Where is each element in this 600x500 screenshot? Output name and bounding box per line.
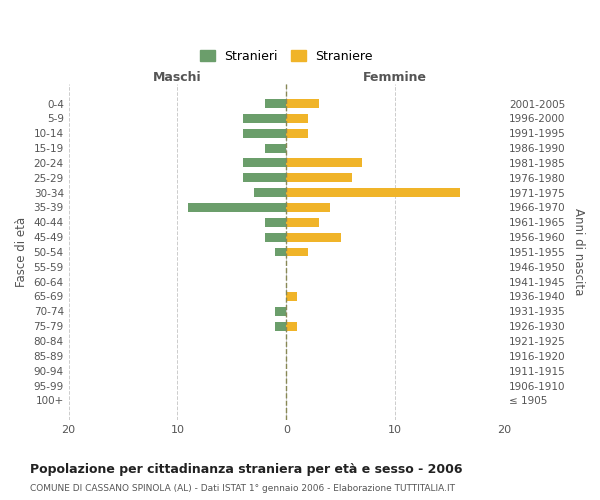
Bar (286, 292, 297, 301)
Bar (286, 203, 330, 212)
Bar (286, 232, 341, 241)
Bar (286, 129, 308, 138)
Text: COMUNE DI CASSANO SPINOLA (AL) - Dati ISTAT 1° gennaio 2006 - Elaborazione TUTTI: COMUNE DI CASSANO SPINOLA (AL) - Dati IS… (30, 484, 455, 493)
Text: Popolazione per cittadinanza straniera per età e sesso - 2006: Popolazione per cittadinanza straniera p… (30, 462, 463, 475)
Bar (275, 307, 286, 316)
Bar (286, 322, 297, 330)
Bar (243, 129, 286, 138)
Bar (286, 248, 308, 256)
Bar (265, 218, 286, 226)
Bar (265, 144, 286, 152)
Bar (286, 188, 460, 197)
Bar (243, 114, 286, 123)
Bar (188, 203, 286, 212)
Legend: Stranieri, Straniere: Stranieri, Straniere (196, 46, 377, 67)
Text: Femmine: Femmine (363, 70, 427, 84)
Bar (254, 188, 286, 197)
Bar (243, 174, 286, 182)
Bar (243, 158, 286, 168)
Y-axis label: Fasce di età: Fasce di età (15, 217, 28, 287)
Y-axis label: Anni di nascita: Anni di nascita (572, 208, 585, 296)
Bar (275, 322, 286, 330)
Bar (286, 218, 319, 226)
Bar (265, 232, 286, 241)
Bar (286, 114, 308, 123)
Bar (286, 158, 362, 168)
Bar (275, 248, 286, 256)
Text: Maschi: Maschi (153, 70, 202, 84)
Bar (265, 99, 286, 108)
Bar (286, 99, 319, 108)
Bar (286, 174, 352, 182)
